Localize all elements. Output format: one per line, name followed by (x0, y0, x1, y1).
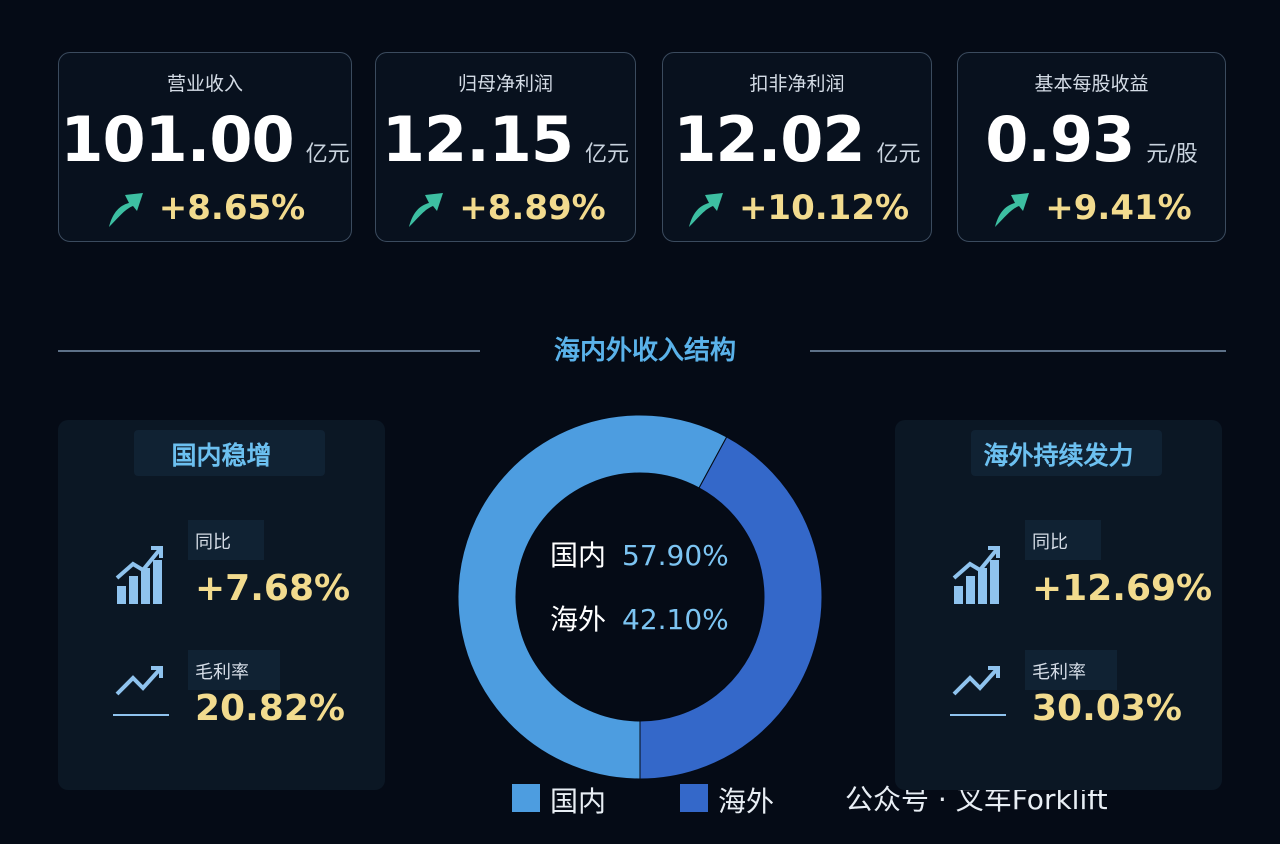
icon (115, 546, 163, 604)
panel-title: 国内稳增 (171, 441, 272, 470)
bar-icon (153, 560, 162, 604)
panel-title-bg (971, 430, 1162, 476)
center-value: 57.90% (622, 539, 729, 572)
kpi-unit: 亿元 (876, 142, 921, 167)
margin-label: 毛利率 (1032, 662, 1086, 683)
panel-title-bg (134, 430, 325, 476)
legend-label: 海外 (718, 785, 775, 818)
panel-title: 海外持续发力 (983, 441, 1134, 470)
kpi-change: +8.65% (158, 188, 306, 228)
icon (952, 546, 1000, 604)
kpi-card: 扣非净利润 12.02 亿元 +10.12% (662, 52, 932, 242)
margin-label-bg (1025, 650, 1117, 690)
kpi-value: 12.15 (381, 103, 574, 176)
bar-icon (129, 576, 138, 604)
divider (58, 350, 480, 352)
donut-segment (639, 436, 823, 780)
kpi-unit: 亿元 (305, 142, 350, 167)
kpi-change-row: +8.89% (376, 187, 635, 229)
arrow-icon (688, 193, 723, 227)
bar-icon (990, 560, 999, 604)
kpi-card: 基本每股收益 0.93 元/股 +9.41% (957, 52, 1226, 242)
trend-icon (952, 546, 1000, 580)
kpi-label: 扣非净利润 (749, 73, 845, 95)
margin-value: 30.03% (1032, 688, 1182, 729)
kpi-change: +10.12% (738, 188, 910, 228)
kpi-card: 营业收入 101.00 亿元 +8.65% (58, 52, 352, 242)
yoy-label: 同比 (1032, 532, 1068, 553)
bar-icon (117, 586, 126, 604)
side-panel: 海外持续发力同比 +12.69% 毛利率 30.03% (895, 420, 1222, 790)
kpi-unit: 亿元 (585, 142, 630, 167)
arrow-icon (108, 193, 143, 227)
kpi-value: 0.93 (985, 103, 1135, 176)
kpi-value-row: 101.00 亿元 (59, 103, 351, 176)
yoy-label-bg (188, 520, 264, 560)
kpi-change: +8.89% (459, 188, 606, 228)
kpi-unit: 元/股 (1146, 142, 1198, 167)
side-panel: 国内稳增同比 +7.68% 毛利率 20.82% (58, 420, 385, 790)
legend-swatch (680, 784, 708, 812)
center-category: 海外 (550, 603, 606, 636)
icon (409, 193, 444, 227)
legend-swatch (512, 784, 540, 812)
center-value: 42.10% (622, 603, 729, 636)
yoy-value: +7.68% (195, 568, 351, 609)
arrow-icon (409, 193, 444, 227)
kpi-value-row: 12.02 亿元 (663, 103, 931, 176)
kpi-value-row: 0.93 元/股 (958, 103, 1225, 176)
yoy-value: +12.69% (1032, 568, 1213, 609)
line-icon (115, 666, 163, 696)
trend-icon (115, 546, 163, 580)
kpi-label: 归母净利润 (457, 73, 553, 95)
bar-icon (141, 568, 150, 604)
divider (810, 350, 1226, 352)
kpi-card: 归母净利润 12.15 亿元 +8.89% (375, 52, 636, 242)
kpi-change-row: +10.12% (663, 187, 931, 229)
kpi-change: +9.41% (1045, 188, 1192, 228)
kpi-change-row: +8.65% (59, 187, 351, 229)
margin-label-bg (188, 650, 280, 690)
bar-icon (954, 586, 963, 604)
section-title: 海内外收入结构 (553, 336, 736, 366)
icon (950, 666, 1006, 716)
yoy-label: 同比 (195, 532, 231, 553)
icon (995, 193, 1030, 227)
icon (688, 193, 723, 227)
center-category: 国内 (550, 539, 606, 572)
kpi-label: 营业收入 (166, 73, 243, 95)
arrow-icon (995, 193, 1030, 227)
icon (113, 666, 169, 716)
bar-icon (966, 576, 975, 604)
icon (108, 193, 143, 227)
bar-icon (978, 568, 987, 604)
line-icon (952, 666, 1000, 696)
kpi-value-row: 12.15 亿元 (376, 103, 635, 176)
legend-label: 国内 (550, 785, 607, 818)
kpi-value: 12.02 (673, 103, 865, 176)
kpi-change-row: +9.41% (958, 187, 1225, 229)
donut-segment (457, 414, 728, 780)
donut-chart: 国内 57.90% 海外 42.10% (457, 414, 823, 780)
margin-value: 20.82% (195, 688, 345, 729)
margin-label: 毛利率 (195, 662, 249, 683)
yoy-label-bg (1025, 520, 1101, 560)
kpi-value: 101.00 (60, 103, 294, 176)
kpi-label: 基本每股收益 (1034, 73, 1149, 95)
